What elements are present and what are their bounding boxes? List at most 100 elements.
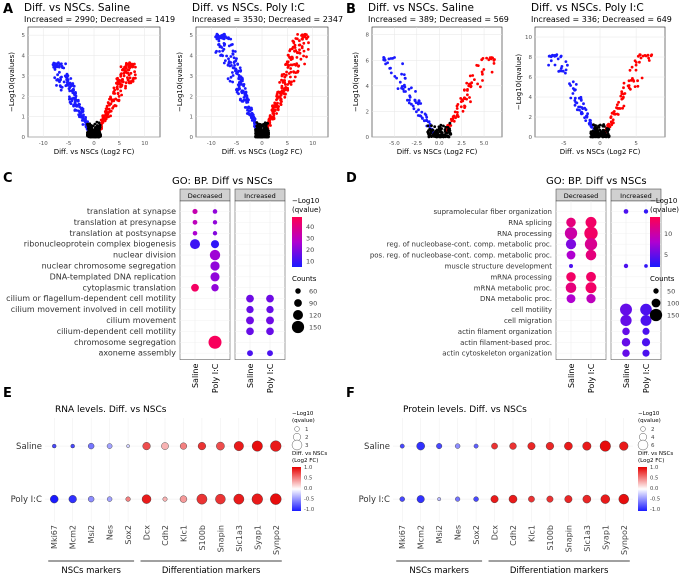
go-term-label: chromosome segregation — [74, 338, 176, 347]
marker-point — [545, 442, 554, 451]
gene-label: Msi2 — [87, 525, 96, 543]
increased-point — [271, 112, 275, 115]
ns-point — [262, 128, 265, 132]
marker-point — [50, 494, 59, 504]
decreased-point — [410, 86, 413, 90]
y-tick-label: 0 — [190, 135, 194, 141]
x-tick-label: -10 — [207, 141, 216, 147]
marker-point — [437, 497, 442, 502]
ns-point — [426, 130, 430, 134]
increased-point — [302, 49, 306, 53]
x-axis-label: Diff. vs NSCs (Log2 FC) — [560, 148, 641, 156]
size-legend-circle — [294, 426, 300, 432]
gene-label: Mki67 — [398, 525, 407, 549]
y-axis-label: −Log10(qvalue) — [515, 54, 523, 111]
y-tick-label: 1 — [22, 115, 26, 121]
decreased-point — [244, 90, 248, 94]
increased-point — [104, 107, 108, 111]
decreased-point — [252, 117, 256, 121]
increased-point — [615, 106, 618, 110]
decreased-point — [573, 88, 576, 92]
increased-point — [118, 82, 121, 85]
decreased-point — [65, 81, 69, 84]
size-tick-label: 4 — [651, 435, 655, 441]
go-term-label: actin cytoskeleton organization — [442, 350, 552, 358]
marker-point — [161, 442, 169, 450]
increased-point — [292, 40, 296, 44]
go-term-label: pos. reg. of nucleobase-cont. comp. meta… — [370, 252, 552, 260]
go-term-label: translation at synapse — [87, 207, 176, 216]
color-tick-label: 20 — [306, 246, 314, 254]
color-tick-label: 40 — [306, 223, 314, 231]
decreased-point — [236, 63, 240, 66]
increased-point — [284, 83, 287, 86]
decreased-point — [229, 61, 233, 64]
decreased-point — [393, 56, 396, 59]
go-term-label: reg. of nucleobase-cont. comp. metabolic… — [387, 241, 552, 249]
marker-plot-e: RNA levels. Diff. vs NSCs Saline Poly I:C M… — [11, 405, 328, 576]
decreased-point — [584, 119, 588, 122]
go-term-label: cilium movement — [106, 316, 176, 325]
increased-point — [449, 117, 453, 121]
increased-point — [125, 61, 128, 65]
increased-point — [481, 79, 484, 82]
decreased-point — [231, 71, 234, 74]
increased-point — [463, 88, 466, 92]
increased-point — [620, 97, 624, 101]
decreased-point — [242, 96, 246, 99]
increased-point — [293, 49, 296, 53]
ns-point — [597, 124, 600, 128]
increased-point — [480, 58, 484, 62]
fc-tick-label: 1.0 — [650, 465, 658, 471]
marker-point — [491, 442, 498, 450]
ns-point — [96, 132, 99, 136]
y-tick-label: 2 — [190, 94, 194, 100]
decreased-point — [569, 96, 573, 100]
decreased-point — [65, 72, 69, 76]
decreased-point — [81, 118, 85, 122]
go-term-label: translation at postsynapse — [70, 229, 177, 238]
fc-tick-label: -0.5 — [304, 497, 314, 503]
marker-point — [490, 495, 499, 504]
marker-point — [599, 440, 611, 452]
decreased-point — [72, 87, 75, 91]
ns-point — [595, 134, 598, 137]
group-label: NSCs markers — [61, 566, 121, 576]
color-tick-label: 5 — [664, 251, 668, 259]
volcano-points — [51, 61, 137, 139]
ns-point — [89, 133, 93, 137]
decreased-point — [245, 112, 249, 115]
gene-label: Dcx — [491, 525, 500, 541]
go-point — [211, 284, 219, 292]
ns-point — [86, 122, 89, 126]
increased-point — [630, 65, 634, 69]
decreased-point — [235, 57, 238, 60]
marker-point — [564, 441, 573, 451]
row-label: Poly I:C — [359, 495, 390, 505]
facet-label: Decreased — [564, 192, 599, 200]
increased-point — [128, 76, 132, 80]
ns-point — [259, 132, 263, 136]
decreased-point — [423, 112, 427, 116]
x-tick-label: 5 — [118, 141, 122, 147]
decreased-point — [247, 106, 251, 110]
increased-point — [290, 63, 294, 67]
decreased-point — [411, 104, 415, 108]
decreased-point — [401, 62, 404, 66]
increased-point — [295, 56, 299, 59]
color-legend-title: −Log10 — [292, 197, 319, 205]
size-tick-label: 6 — [651, 443, 655, 449]
increased-point — [471, 74, 475, 77]
go-point — [246, 294, 254, 303]
marker-point — [582, 494, 592, 504]
decreased-point — [571, 80, 575, 84]
increased-point — [279, 97, 283, 101]
decreased-point — [54, 62, 58, 65]
group-label: Differentiation markers — [510, 566, 609, 576]
decreased-point — [65, 77, 69, 80]
decreased-point — [221, 36, 225, 40]
fc-legend-title: Diff. vs NSCs — [292, 451, 327, 457]
increased-point — [122, 74, 126, 78]
increased-point — [292, 79, 296, 83]
